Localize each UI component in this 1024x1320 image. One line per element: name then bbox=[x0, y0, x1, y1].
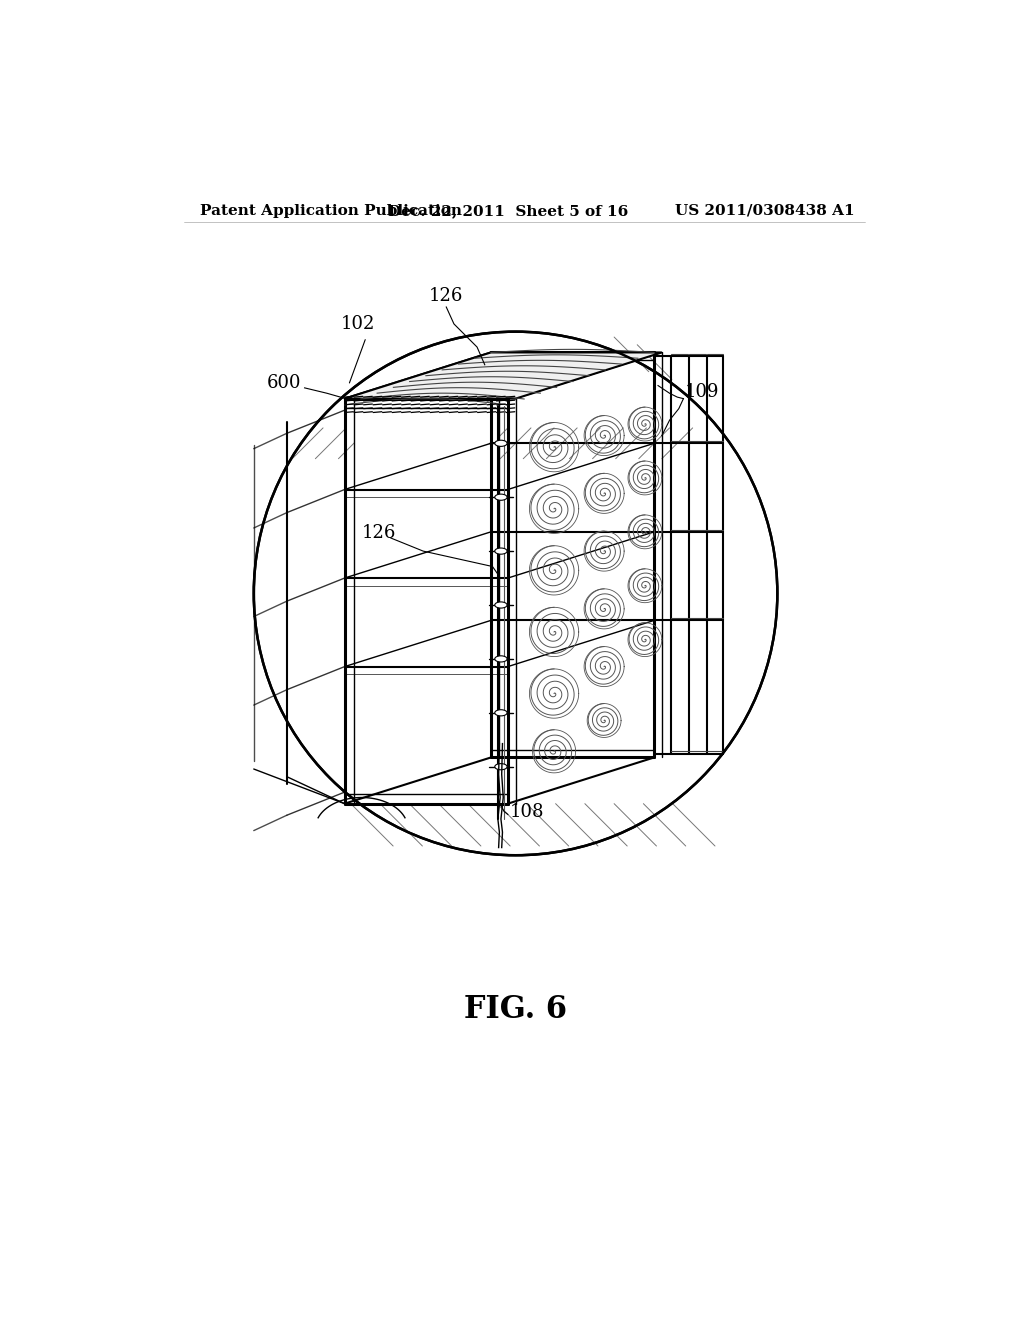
Ellipse shape bbox=[495, 602, 507, 609]
Text: Dec. 22, 2011  Sheet 5 of 16: Dec. 22, 2011 Sheet 5 of 16 bbox=[388, 203, 628, 218]
Ellipse shape bbox=[495, 494, 507, 500]
Ellipse shape bbox=[495, 710, 507, 715]
Text: 126: 126 bbox=[361, 524, 395, 543]
Text: FIG. 6: FIG. 6 bbox=[464, 994, 567, 1024]
Text: 102: 102 bbox=[341, 315, 375, 334]
Bar bbox=[354, 409, 499, 793]
Text: 126: 126 bbox=[429, 286, 464, 305]
Polygon shape bbox=[345, 352, 662, 399]
Text: 600: 600 bbox=[267, 374, 301, 392]
Text: Patent Application Publication: Patent Application Publication bbox=[200, 203, 462, 218]
Text: 109: 109 bbox=[685, 383, 720, 401]
Ellipse shape bbox=[495, 763, 507, 770]
Text: US 2011/0308438 A1: US 2011/0308438 A1 bbox=[675, 203, 854, 218]
Text: 108: 108 bbox=[509, 803, 544, 821]
Circle shape bbox=[254, 331, 777, 855]
Ellipse shape bbox=[495, 548, 507, 554]
Ellipse shape bbox=[495, 656, 507, 663]
Ellipse shape bbox=[495, 441, 507, 446]
